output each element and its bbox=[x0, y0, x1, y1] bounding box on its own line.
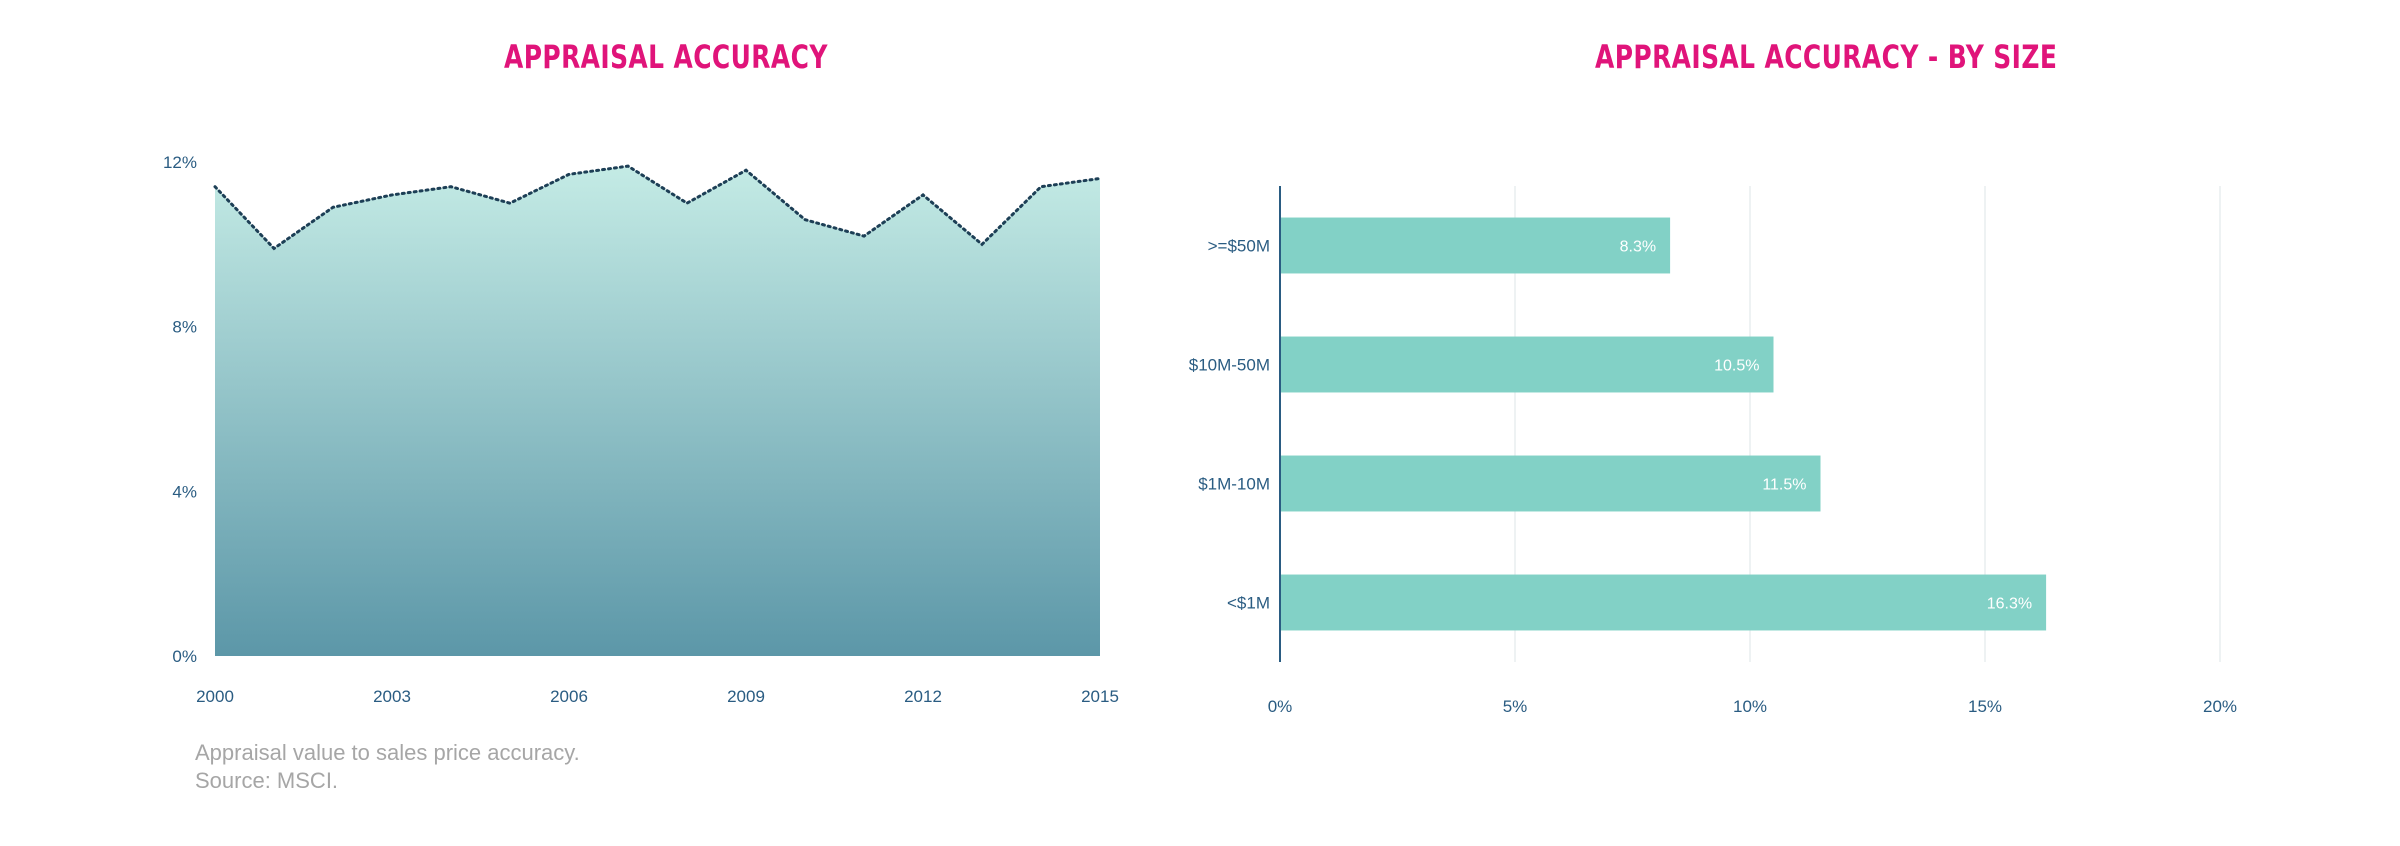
y-tick-label: 0% bbox=[172, 647, 197, 666]
bar bbox=[1281, 217, 1671, 274]
x-tick-label: 2009 bbox=[727, 687, 765, 706]
area-chart: 0% 4% 8% 12% 2000 2003 2006 2009 2012 2015 bbox=[163, 153, 1119, 706]
category-label: $1M-10M bbox=[1198, 475, 1270, 494]
bar bbox=[1281, 455, 1821, 512]
x-tick-label: 15% bbox=[1968, 697, 2002, 716]
bar-data-label: 10.5% bbox=[1714, 358, 1759, 375]
y-tick-label: 4% bbox=[172, 482, 197, 501]
area-fill bbox=[215, 166, 1100, 656]
x-tick-label: 2015 bbox=[1081, 687, 1119, 706]
bar bbox=[1281, 336, 1774, 393]
bar-chart-title: APPRAISAL ACCURACY - BY SIZE bbox=[1595, 38, 2058, 76]
bar-data-label: 16.3% bbox=[1987, 596, 2032, 613]
x-tick-label: 5% bbox=[1503, 697, 1528, 716]
chart-source: Source: MSCI. bbox=[195, 768, 339, 793]
y-tick-label: 12% bbox=[163, 153, 197, 172]
x-tick-label: 2006 bbox=[550, 687, 588, 706]
x-tick-label: 0% bbox=[1268, 697, 1293, 716]
x-tick-label: 2003 bbox=[373, 687, 411, 706]
category-label: $10M-50M bbox=[1189, 356, 1270, 375]
area-chart-title: APPRAISAL ACCURACY bbox=[504, 38, 828, 76]
chart-note: Appraisal value to sales price accuracy. bbox=[195, 740, 580, 765]
bar-chart: 0% 5% 10% 15% 20% 8.3% >=$50M 10.5% $10M-50M 11.5… bbox=[1189, 186, 2237, 716]
x-tick-label: 20% bbox=[2203, 697, 2237, 716]
category-label: <$1M bbox=[1227, 594, 1270, 613]
x-tick-label: 2000 bbox=[196, 687, 234, 706]
area-series-line bbox=[213, 164, 1102, 251]
category-label: >=$50M bbox=[1208, 237, 1270, 256]
bar-data-label: 8.3% bbox=[1620, 239, 1656, 256]
y-tick-label: 8% bbox=[172, 318, 197, 337]
bar-data-label: 11.5% bbox=[1762, 477, 1806, 494]
x-tick-label: 10% bbox=[1733, 697, 1767, 716]
bar bbox=[1281, 574, 2047, 631]
x-tick-label: 2012 bbox=[904, 687, 942, 706]
